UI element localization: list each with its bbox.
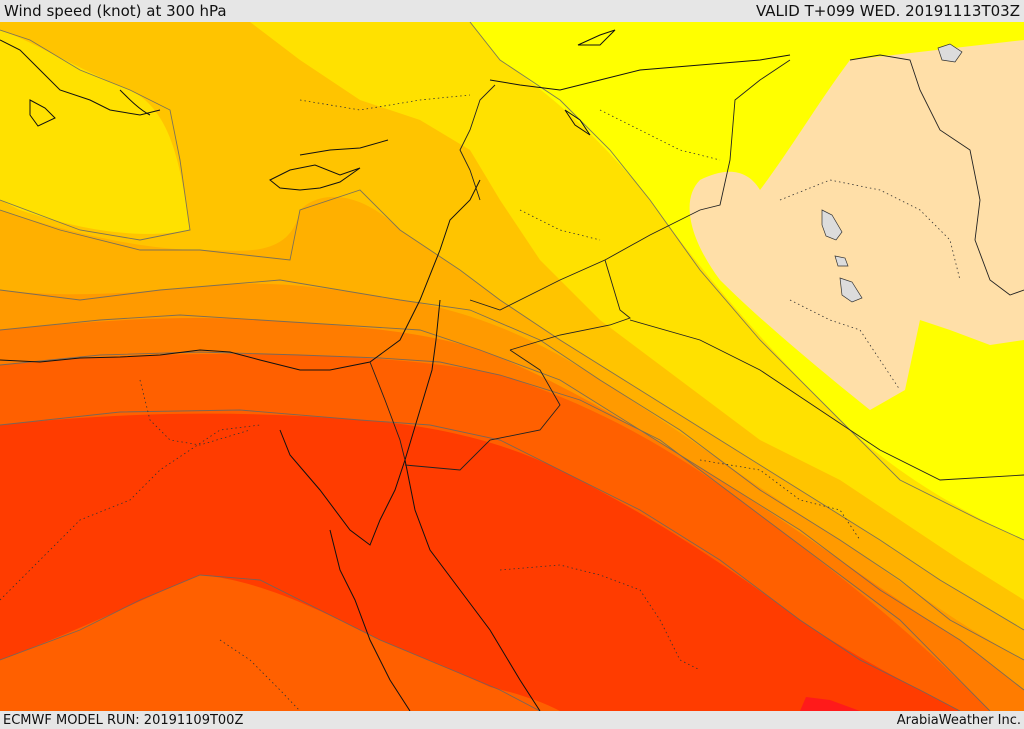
band-1-patch [1000, 420, 1024, 480]
valid-time: VALID T+099 WED. 20191113T03Z [755, 2, 1020, 20]
coastlines [0, 29, 791, 711]
band-weakest-area [689, 40, 1024, 410]
lake-small [834, 255, 849, 267]
contour-lines [0, 22, 1024, 711]
band-strongest [0, 413, 960, 711]
credit: ArabiaWeather Inc. [896, 712, 1021, 728]
lake-sevan [937, 43, 963, 63]
province-borders [0, 94, 961, 711]
band-7-tongue [0, 575, 540, 711]
wind-speed-bands [0, 22, 1024, 711]
map-header: Wind speed (knot) at 300 hPa VALID T+099… [0, 0, 1024, 22]
wind-speed-map [0, 22, 1024, 711]
lakes [821, 43, 963, 303]
lake-van [821, 209, 843, 241]
country-borders [369, 54, 1024, 481]
band-2-patch [0, 30, 190, 234]
map-title: Wind speed (knot) at 300 hPa [4, 2, 227, 20]
map-footer: ECMWF MODEL RUN: 20191109T00Z ArabiaWeat… [0, 711, 1024, 729]
model-run: ECMWF MODEL RUN: 20191109T00Z [3, 712, 244, 728]
jet-core [800, 697, 860, 711]
lake-urmia [839, 277, 863, 303]
